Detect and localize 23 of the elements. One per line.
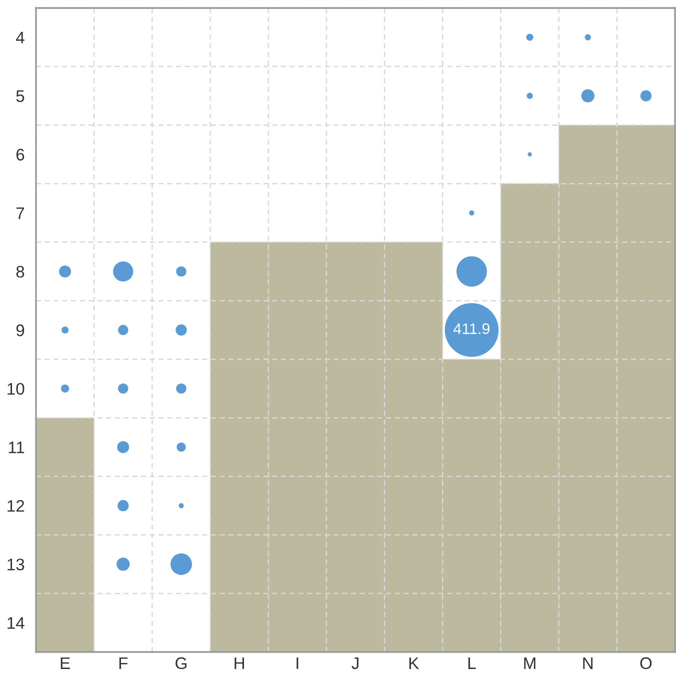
x-tick-label: E — [60, 657, 70, 669]
x-tick-label: M — [524, 657, 536, 669]
x-tick-label: N — [583, 657, 593, 669]
y-tick-label: 12 — [8, 500, 24, 512]
x-tick-label: O — [640, 657, 652, 670]
y-tick-label: 13 — [8, 558, 24, 570]
x-tick-label: H — [234, 657, 244, 669]
y-tick-label: 5 — [16, 90, 24, 102]
x-tick-label: I — [296, 657, 298, 669]
x-tick-label: G — [176, 657, 186, 670]
y-tick-label: 8 — [16, 266, 24, 278]
y-tick-label: 7 — [16, 207, 24, 219]
x-tick-label: J — [352, 657, 358, 670]
y-tick-label: 14 — [8, 617, 24, 629]
y-tick-label: 11 — [8, 442, 24, 454]
x-tick-label: F — [119, 657, 128, 669]
annotation: 411.9 — [453, 323, 490, 334]
x-tick-label: L — [468, 657, 476, 669]
y-tick-label: 6 — [16, 148, 24, 161]
x-tick-label: K — [409, 657, 419, 669]
y-tick-label: 9 — [16, 324, 24, 336]
y-tick-label: 4 — [16, 32, 24, 44]
y-tick-label: 10 — [8, 382, 24, 395]
